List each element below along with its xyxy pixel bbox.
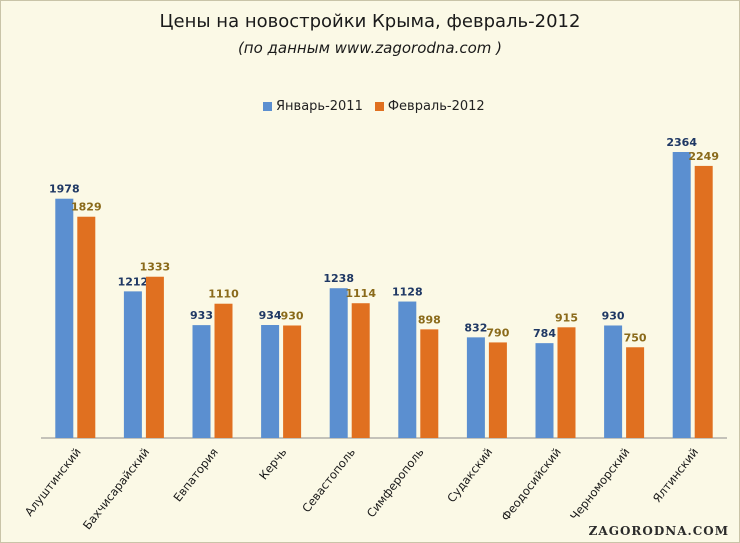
data-label-s2-4: 930	[281, 309, 304, 322]
bar-s2-7	[488, 342, 507, 438]
legend-item-february-2012: Февраль-2012	[374, 99, 485, 114]
x-tick-label-10: Ялтинский	[650, 445, 701, 505]
legend-swatch-february-2012	[374, 102, 384, 111]
x-tick-label-9: Черноморский	[567, 445, 632, 523]
x-tick-label-8: Феодосийский	[498, 445, 564, 523]
bar-s1-8	[535, 343, 554, 438]
data-label-s2-8: 915	[555, 311, 578, 324]
bar-s1-1	[55, 198, 74, 438]
data-label-s1-1: 1978	[49, 183, 80, 196]
x-tick-label-2: Бахчисарайский	[80, 445, 152, 532]
bar-s1-10	[672, 152, 691, 438]
data-label-s1-6: 1128	[392, 286, 423, 299]
data-label-s1-4: 934	[259, 309, 282, 322]
data-label-s2-7: 790	[486, 326, 509, 339]
data-label-s1-5: 1238	[323, 272, 354, 285]
x-tick-label-7: Судакский	[444, 445, 495, 505]
legend-swatch-january-2011	[263, 102, 272, 111]
x-tick-label-6: Симферополь	[364, 445, 427, 520]
bar-s1-2	[123, 291, 142, 438]
bar-s1-6	[398, 301, 417, 438]
legend-label-january-2011: Январь-2011	[276, 99, 363, 114]
data-label-s1-3: 933	[190, 309, 213, 322]
chart-subtitle: (по данным www.zagorodna.com )	[237, 39, 503, 57]
bar-s1-4	[261, 325, 280, 438]
data-label-s1-8: 784	[533, 327, 556, 340]
bar-s2-4	[283, 325, 302, 438]
bar-s2-1	[77, 216, 96, 438]
chart-legend: Январь-2011 Февраль-2012	[263, 99, 497, 114]
data-label-s1-9: 930	[602, 309, 625, 322]
watermark-logo: ZAGORODNA.COM	[588, 524, 729, 538]
data-label-s2-6: 898	[418, 313, 441, 326]
bar-s2-5	[351, 303, 370, 438]
data-label-s2-3: 1110	[208, 288, 239, 301]
data-label-s2-2: 1333	[140, 261, 171, 274]
data-label-s2-9: 750	[624, 331, 647, 344]
data-label-s2-1: 1829	[71, 201, 102, 214]
data-label-s2-5: 1114	[345, 287, 376, 300]
data-label-s1-2: 1212	[118, 275, 149, 288]
data-label-s1-10: 2364	[666, 136, 697, 149]
bar-s2-9	[626, 347, 645, 438]
legend-item-january-2011: Январь-2011	[263, 99, 363, 114]
bar-s1-3	[192, 325, 211, 438]
x-tick-label-4: Керчь	[256, 445, 289, 482]
bar-s2-10	[694, 165, 713, 439]
data-label-s1-7: 832	[464, 321, 487, 334]
bar-s1-5	[329, 288, 348, 438]
x-tick-label-1: Алуштинский	[22, 445, 84, 519]
bar-s2-2	[145, 276, 164, 438]
bar-s2-6	[420, 329, 439, 438]
bar-s2-8	[557, 327, 576, 438]
bar-s1-9	[604, 325, 623, 438]
x-tick-label-5: Севастополь	[299, 445, 358, 515]
chart-title: Цены на новостройки Крыма, февраль-2012	[159, 11, 581, 32]
data-label-s2-10: 2249	[688, 150, 719, 163]
bar-s2-3	[214, 303, 233, 438]
legend-label-february-2012: Февраль-2012	[387, 99, 485, 114]
bar-s1-7	[466, 337, 485, 438]
x-tick-label-3: Евпатория	[170, 445, 220, 504]
